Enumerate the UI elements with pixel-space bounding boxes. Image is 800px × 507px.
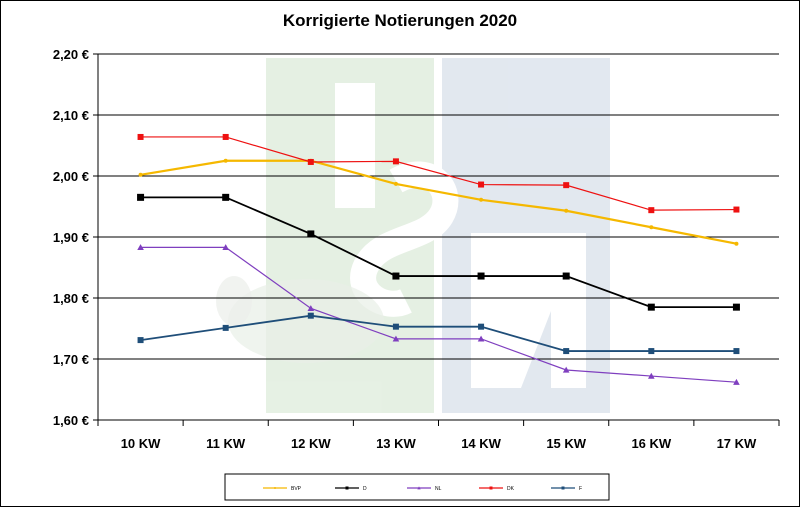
data-point (479, 197, 484, 202)
plot-area (97, 53, 779, 421)
data-point (649, 225, 654, 230)
series-d (137, 193, 740, 311)
data-point (222, 324, 229, 331)
data-point (137, 337, 144, 344)
x-tick-label: 16 KW (631, 436, 671, 451)
legend-item-f: F (551, 486, 582, 492)
data-point (307, 230, 315, 238)
data-point (733, 206, 740, 213)
data-point (733, 348, 740, 355)
data-point (648, 348, 655, 355)
legend-label: BVP (291, 486, 302, 492)
legend-label: D (363, 486, 367, 492)
data-point (562, 366, 570, 373)
data-point (478, 181, 485, 188)
data-point (137, 193, 145, 201)
data-point (477, 335, 485, 342)
x-tick-label: 15 KW (546, 436, 586, 451)
data-point (417, 486, 421, 490)
series-nl (137, 244, 740, 385)
legend: BVP D NL DK F (224, 473, 610, 501)
series-line (140, 136, 737, 211)
data-point (307, 305, 315, 312)
data-point (563, 182, 570, 189)
y-tick-label: 1,60 € (53, 413, 89, 428)
y-tick-label: 1,70 € (53, 352, 89, 367)
legend-item-d: D (335, 486, 367, 492)
series-dk (137, 133, 740, 214)
y-tick-label: 2,00 € (53, 169, 89, 184)
y-tick-label: 2,10 € (53, 108, 89, 123)
series-f (137, 312, 740, 355)
series-line (140, 314, 737, 352)
data-point (223, 158, 228, 163)
data-point (563, 348, 570, 355)
data-point (222, 133, 229, 140)
chart-title: Korrigierte Notierungen 2020 (282, 11, 518, 30)
data-point (307, 158, 314, 165)
data-point (732, 303, 740, 311)
data-point (392, 158, 399, 165)
x-tick-label: 17 KW (717, 436, 757, 451)
legend-label: NL (435, 486, 442, 492)
legend-label: F (579, 486, 582, 492)
legend-item-dk: DK (479, 486, 515, 492)
y-tick-label: 1,90 € (53, 230, 89, 245)
y-axis: 1,60 € 1,70 € 1,80 € 1,90 € 2,00 € 2,10 € 2,20… (53, 47, 98, 428)
data-point (307, 312, 314, 319)
y-tick-label: 2,20 € (53, 47, 89, 62)
series-layer (137, 133, 740, 385)
data-point (562, 272, 570, 280)
data-point (733, 378, 740, 385)
legend-label: DK (507, 486, 515, 492)
x-axis: 10 KW 11 KW 12 KW 13 KW 14 KW 15 KW 16 KW 17 KW (97, 420, 780, 451)
data-point (734, 241, 739, 246)
x-tick-label: 10 KW (121, 436, 161, 451)
legend-item-bvp: BVP (263, 486, 302, 492)
data-point (345, 486, 349, 490)
data-point (137, 133, 144, 140)
data-point (561, 486, 565, 490)
x-tick-label: 14 KW (461, 436, 501, 451)
data-point (648, 372, 655, 379)
data-point (393, 181, 398, 186)
data-point (222, 193, 230, 201)
x-tick-label: 13 KW (376, 436, 416, 451)
data-point (478, 323, 485, 330)
series-line (140, 196, 737, 309)
watermark-logo (216, 58, 610, 413)
data-point (274, 487, 276, 489)
legend-item-nl: NL (407, 486, 442, 492)
x-tick-label: 11 KW (206, 436, 246, 451)
data-point (138, 172, 143, 177)
data-point (489, 486, 493, 490)
series-line (140, 246, 737, 383)
data-point (648, 207, 655, 214)
series-line (140, 159, 737, 245)
data-point (222, 244, 229, 251)
data-point (477, 272, 485, 280)
y-tick-label: 1,80 € (53, 291, 89, 306)
data-point (564, 208, 569, 213)
data-point (392, 335, 400, 342)
data-point (647, 303, 655, 311)
data-point (392, 272, 400, 280)
data-point (392, 323, 399, 330)
x-tick-label: 12 KW (291, 436, 331, 451)
data-point (137, 244, 144, 251)
